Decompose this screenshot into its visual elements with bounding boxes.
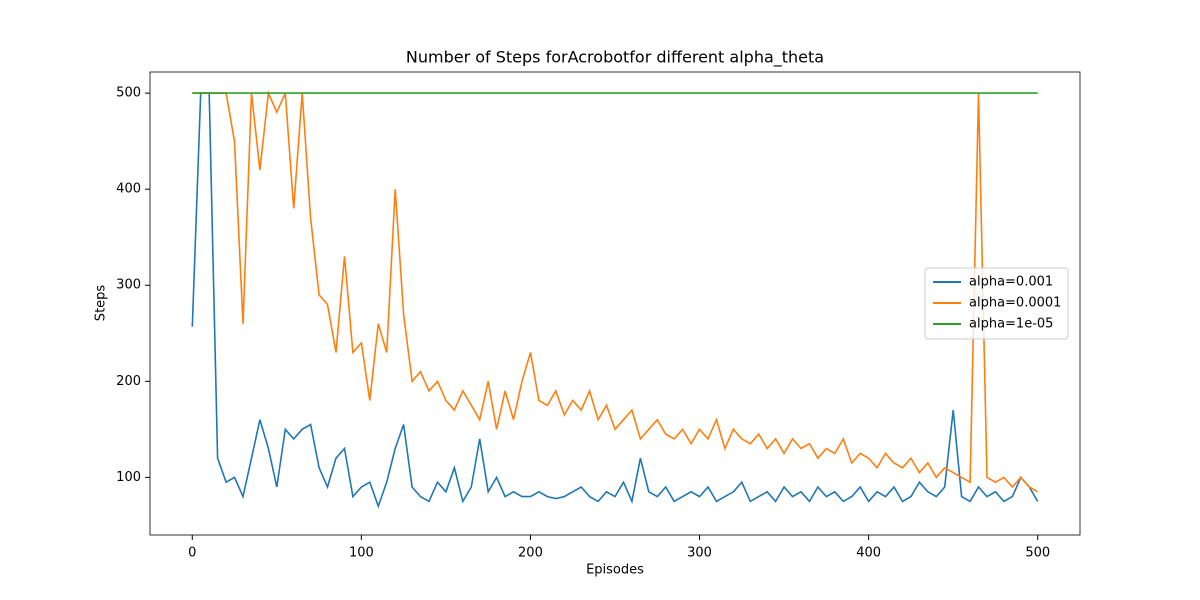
legend-label: alpha=0.001: [969, 275, 1053, 290]
legend-label: alpha=1e-05: [969, 317, 1053, 332]
x-axis-label: Episodes: [586, 563, 644, 578]
x-tick-label: 500: [1025, 546, 1050, 561]
x-tick-label: 100: [349, 546, 374, 561]
plot-frame: [149, 71, 1081, 536]
y-tick-label: 400: [116, 182, 141, 197]
x-tick-label: 300: [687, 546, 712, 561]
x-tick-label: 0: [188, 546, 196, 561]
legend-label: alpha=0.0001: [969, 296, 1061, 311]
y-tick-label: 300: [116, 278, 141, 293]
series-line: [191, 92, 1039, 509]
chart-title: Number of Steps forAcrobotfor different …: [406, 48, 824, 68]
y-axis-label: Steps: [94, 285, 109, 322]
y-tick-label: 200: [116, 374, 141, 389]
y-tick-label: 500: [116, 86, 141, 101]
legend-box: [924, 267, 1069, 340]
series-line: [192, 90, 1039, 493]
x-tick-label: 400: [856, 546, 881, 561]
x-tick-label: 200: [518, 546, 543, 561]
y-tick-label: 100: [116, 470, 141, 485]
